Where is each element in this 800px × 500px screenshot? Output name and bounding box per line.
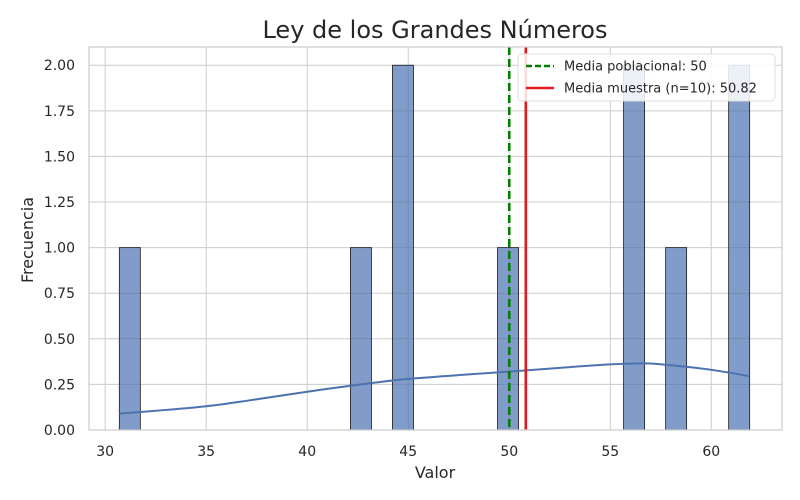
x-tick-labels: 30 35 40 45 50 55 60 (96, 444, 720, 460)
y-tick-labels: 0.00 0.25 0.50 0.75 1.00 1.25 1.50 1.75 2.00 (44, 58, 75, 439)
histogram-bars (118, 64, 751, 431)
y-tick-label: 1.25 (44, 195, 75, 211)
chart-title: Ley de los Grandes Números (262, 16, 607, 44)
histogram-bar (350, 247, 372, 431)
histogram-bar (118, 247, 141, 431)
x-tick-label: 35 (197, 444, 215, 460)
reference-lines (507, 47, 528, 430)
y-tick-label: 0.25 (44, 377, 75, 393)
histogram-bar (392, 64, 414, 431)
kde-curve (119, 362, 750, 415)
legend-label: Media muestra (n=10): 50.82 (564, 82, 757, 97)
x-tick-label: 45 (399, 444, 417, 460)
legend-label: Media poblacional: 50 (564, 60, 707, 75)
y-tick-label: 0.75 (44, 286, 75, 302)
y-tick-label: 1.00 (44, 241, 75, 257)
y-tick-label: 2.00 (44, 58, 75, 74)
plot-frame (88, 46, 783, 431)
x-tick-label: 30 (96, 444, 114, 460)
x-tick-label: 55 (601, 444, 619, 460)
histogram-bar (665, 247, 688, 431)
y-tick-label: 1.75 (44, 104, 75, 120)
y-tick-label: 0.00 (44, 423, 75, 439)
legend-box (517, 53, 776, 102)
x-axis-label: Valor (415, 463, 456, 482)
x-tick-label: 50 (500, 444, 518, 460)
x-tick-label: 40 (298, 444, 316, 460)
histogram-bar (623, 64, 646, 431)
y-tick-label: 0.50 (44, 332, 75, 348)
legend: Media poblacional: 50 Media muestra (n=10… (517, 53, 776, 102)
x-tick-label: 60 (702, 444, 720, 460)
y-axis-label: Frecuencia (18, 197, 37, 283)
y-tick-label: 1.50 (44, 149, 75, 165)
